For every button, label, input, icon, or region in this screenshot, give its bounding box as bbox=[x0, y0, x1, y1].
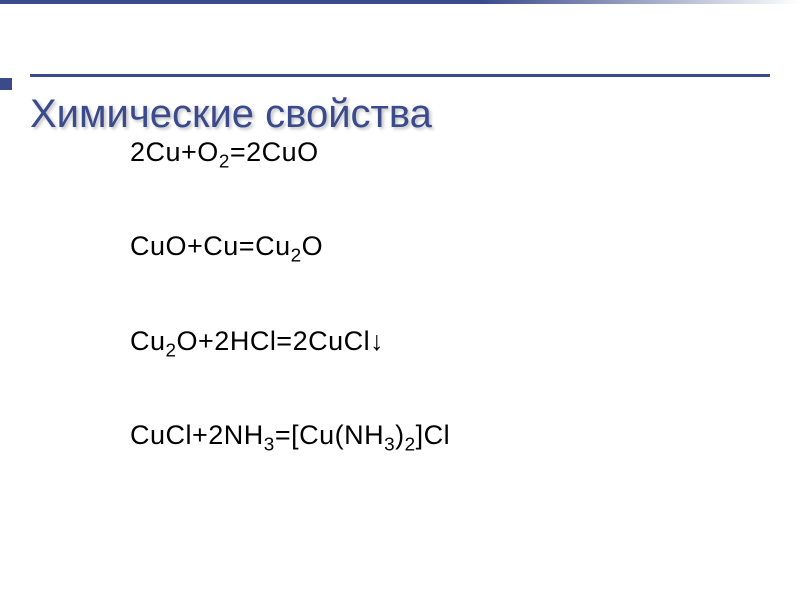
title-section: Химические свойства bbox=[0, 74, 800, 77]
slide-title: Химические свойства bbox=[30, 92, 432, 137]
accent-square bbox=[0, 78, 12, 90]
equations-content: 2Cu+O2=2CuO CuO+Cu=Cu2O Cu2O+2HCl=2CuCl↓… bbox=[0, 77, 800, 487]
equation-4: CuCl+2NH3=[Cu(NH3)2]Cl bbox=[130, 420, 690, 456]
equation-3: Cu2O+2HCl=2CuCl↓ bbox=[130, 326, 690, 362]
equation-2: CuO+Cu=Cu2O bbox=[130, 231, 690, 267]
title-underline bbox=[30, 74, 770, 77]
top-gradient-bar bbox=[0, 0, 800, 4]
equation-1: 2Cu+O2=2CuO bbox=[130, 137, 690, 173]
